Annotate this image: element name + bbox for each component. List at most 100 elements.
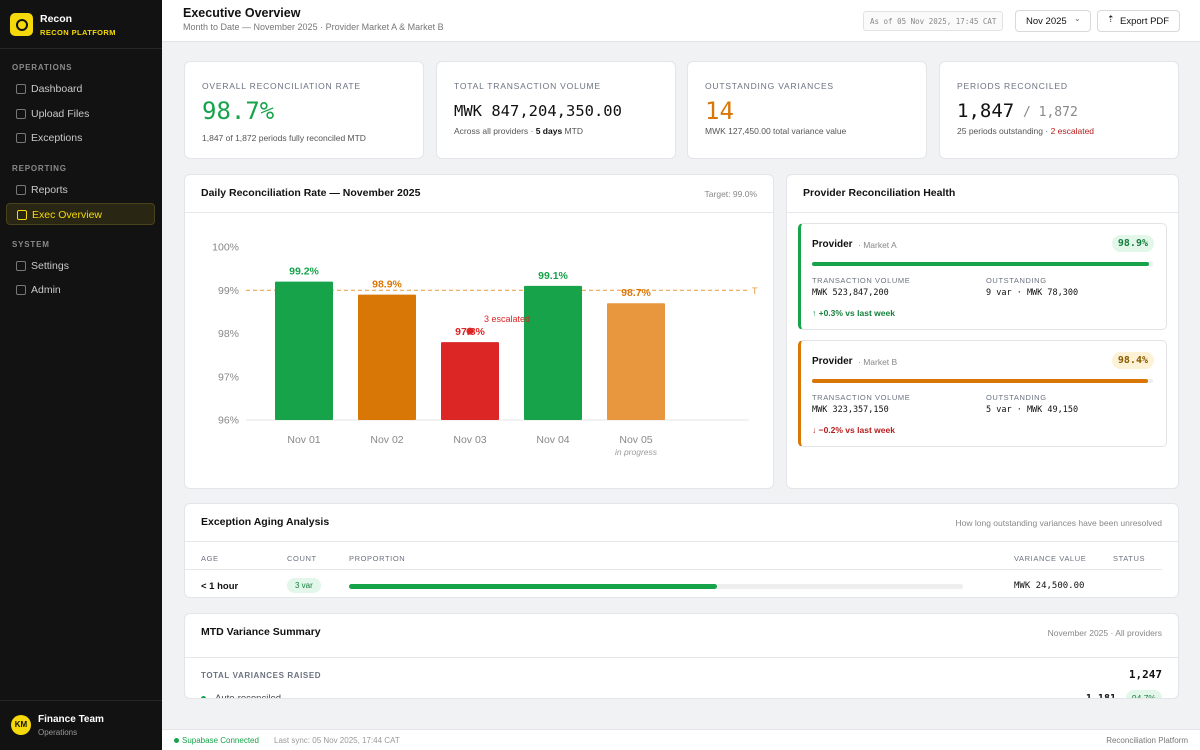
annotation-dot xyxy=(466,327,474,335)
summary-subtitle: November 2025 · All providers xyxy=(1047,628,1162,638)
kpi-label: PERIODS RECONCILED xyxy=(957,81,1068,91)
kpi-note-part: 1,847 of 1,872 periods fully reconciled … xyxy=(202,133,366,143)
x-tick-label: Nov 03 xyxy=(453,434,486,446)
value-label: 99.1% xyxy=(538,270,568,282)
volume: MWK 523,847,200 xyxy=(812,288,889,298)
aging-card: Exception Aging Analysis How long outsta… xyxy=(184,503,1179,598)
kpi-label: OVERALL RECONCILIATION RATE xyxy=(202,81,361,91)
provider-card: Provider Reconciliation Health Provider ·… xyxy=(786,174,1179,489)
trend: ↑ +0.3% vs last week xyxy=(812,308,895,318)
kpi-value: MWK 847,204,350.00 xyxy=(454,102,622,120)
divider xyxy=(185,541,1178,542)
aging-subtitle: How long outstanding variances have been… xyxy=(955,518,1163,528)
nav-section: REPORTING xyxy=(12,163,67,173)
provider-market: · Market A xyxy=(858,240,897,250)
proportion-track xyxy=(349,584,963,589)
total-label: TOTAL VARIANCES RAISED xyxy=(201,671,322,680)
x-tick-label: Nov 02 xyxy=(370,434,403,446)
value-label: 99.2% xyxy=(289,266,319,278)
kpi-note-part: 25 periods outstanding · xyxy=(957,126,1051,136)
proportion-bar xyxy=(349,584,718,589)
provider-market: · Market B xyxy=(858,357,898,367)
avatar: KM xyxy=(11,715,31,735)
divider xyxy=(0,48,162,49)
chart-title: Daily Reconciliation Rate — November 202… xyxy=(201,187,421,199)
category-note: in progress xyxy=(615,447,658,457)
bar xyxy=(441,342,499,420)
age: < 1 hour xyxy=(201,581,239,592)
kpi-label: OUTSTANDING VARIANCES xyxy=(705,81,834,91)
bar xyxy=(607,303,665,420)
x-tick-label: Nov 01 xyxy=(287,434,320,446)
y-tick-label: 99% xyxy=(218,285,239,297)
kpi-label: TOTAL TRANSACTION VOLUME xyxy=(454,81,601,91)
kpi-note: 1,847 of 1,872 periods fully reconciled … xyxy=(202,133,366,143)
bar xyxy=(524,285,582,420)
outstanding: 9 var · MWK 78,300 xyxy=(986,288,1079,298)
kpi-note-part: MWK 127,450.00 total variance value xyxy=(705,126,847,136)
count-badge: 3 var xyxy=(287,578,321,593)
nav-item[interactable]: Admin xyxy=(6,279,155,301)
kpi-card: TOTAL TRANSACTION VOLUME MWK 847,204,350.… xyxy=(436,61,676,159)
rate-bar xyxy=(812,379,1148,383)
divider xyxy=(0,700,162,701)
nav-item[interactable]: Dashboard xyxy=(6,78,155,100)
rate-badge: 98.9% xyxy=(1111,235,1154,252)
y-tick-label: 98% xyxy=(218,328,239,340)
column-header: VARIANCE VALUE xyxy=(1014,554,1087,563)
rate-bar xyxy=(812,262,1150,266)
kpi-note: Across all providers · 5 days MTD xyxy=(454,126,583,136)
kpi-card: OUTSTANDING VARIANCES 14 MWK 127,450.00 to… xyxy=(687,61,927,159)
column-header: PROPORTION xyxy=(349,554,406,563)
period-value: Nov 2025 xyxy=(1026,16,1067,27)
nav-item[interactable]: Upload Files xyxy=(6,103,155,125)
divider xyxy=(787,212,1178,213)
kpi-note-part: Across all providers · xyxy=(454,126,536,136)
total-value: 1,247 xyxy=(1128,668,1162,681)
chart-card: Daily Reconciliation Rate — November 202… xyxy=(184,174,774,489)
y-tick-label: 100% xyxy=(212,242,239,254)
user-name: Finance Team xyxy=(38,714,104,725)
header: Executive Overview Month to Date — Novem… xyxy=(162,0,1200,42)
status: Supabase Connected xyxy=(182,736,259,745)
kpi-card: OVERALL RECONCILIATION RATE 98.7% 1,847 of… xyxy=(184,61,424,159)
outstanding-label: OUTSTANDING xyxy=(986,393,1047,402)
trend: ↓ −0.2% vs last week xyxy=(812,425,895,435)
column-header: STATUS xyxy=(1113,554,1146,563)
volume-label: TRANSACTION VOLUME xyxy=(812,393,911,402)
kpi-note-part: 2 escalated xyxy=(1050,126,1095,136)
brand: Recon xyxy=(40,13,73,25)
rate-badge: 98.4% xyxy=(1111,352,1154,369)
provider-label: Provider xyxy=(812,356,853,367)
bar xyxy=(275,281,333,420)
aging-title: Exception Aging Analysis xyxy=(201,516,330,528)
column-header: AGE xyxy=(201,554,219,563)
app-name: Reconciliation Platform xyxy=(1106,736,1188,745)
kpi-card: PERIODS RECONCILED 1,847 / 1,872 25 periods… xyxy=(939,61,1179,159)
summary-title: MTD Variance Summary xyxy=(201,626,321,638)
status-bar: Supabase Connected Last sync: 05 Nov 202… xyxy=(162,729,1200,750)
bar-chart: 96% 97% 98% 99% 100% T 99.2% Nov 01 98.9% Nov 02 9… xyxy=(212,242,758,458)
last-sync: Last sync: 05 Nov 2025, 17:44 CAT xyxy=(274,736,400,745)
kpi-note-part: 5 days xyxy=(535,126,563,136)
row-dot xyxy=(201,696,206,698)
provider-label: Provider xyxy=(812,239,853,250)
nav-item[interactable]: Settings xyxy=(6,255,155,277)
nav-item[interactable]: Exceptions xyxy=(6,127,155,149)
summary-card: MTD Variance Summary November 2025 · All… xyxy=(184,613,1179,699)
row-share: 94.7% xyxy=(1125,690,1162,698)
period-select[interactable]: Nov 2025 ⌄ xyxy=(1015,10,1091,32)
page-title: Executive Overview xyxy=(183,6,301,20)
status-dot xyxy=(174,738,179,743)
kpi-value: 14 xyxy=(705,97,734,125)
kpi-note-part: MTD xyxy=(562,126,583,136)
value-label: 98.7% xyxy=(621,287,651,299)
nav-item[interactable]: Reports xyxy=(6,179,155,201)
export-button[interactable]: ⇡ Export PDF xyxy=(1097,10,1180,32)
nav-item[interactable]: Exec Overview xyxy=(6,203,155,225)
divider xyxy=(185,657,1178,658)
chart-target: Target: 99.0% xyxy=(704,189,757,199)
kpi-value: 1,847 xyxy=(957,100,1015,122)
volume-label: TRANSACTION VOLUME xyxy=(812,276,911,285)
row-value: 1,181 xyxy=(1085,693,1116,699)
